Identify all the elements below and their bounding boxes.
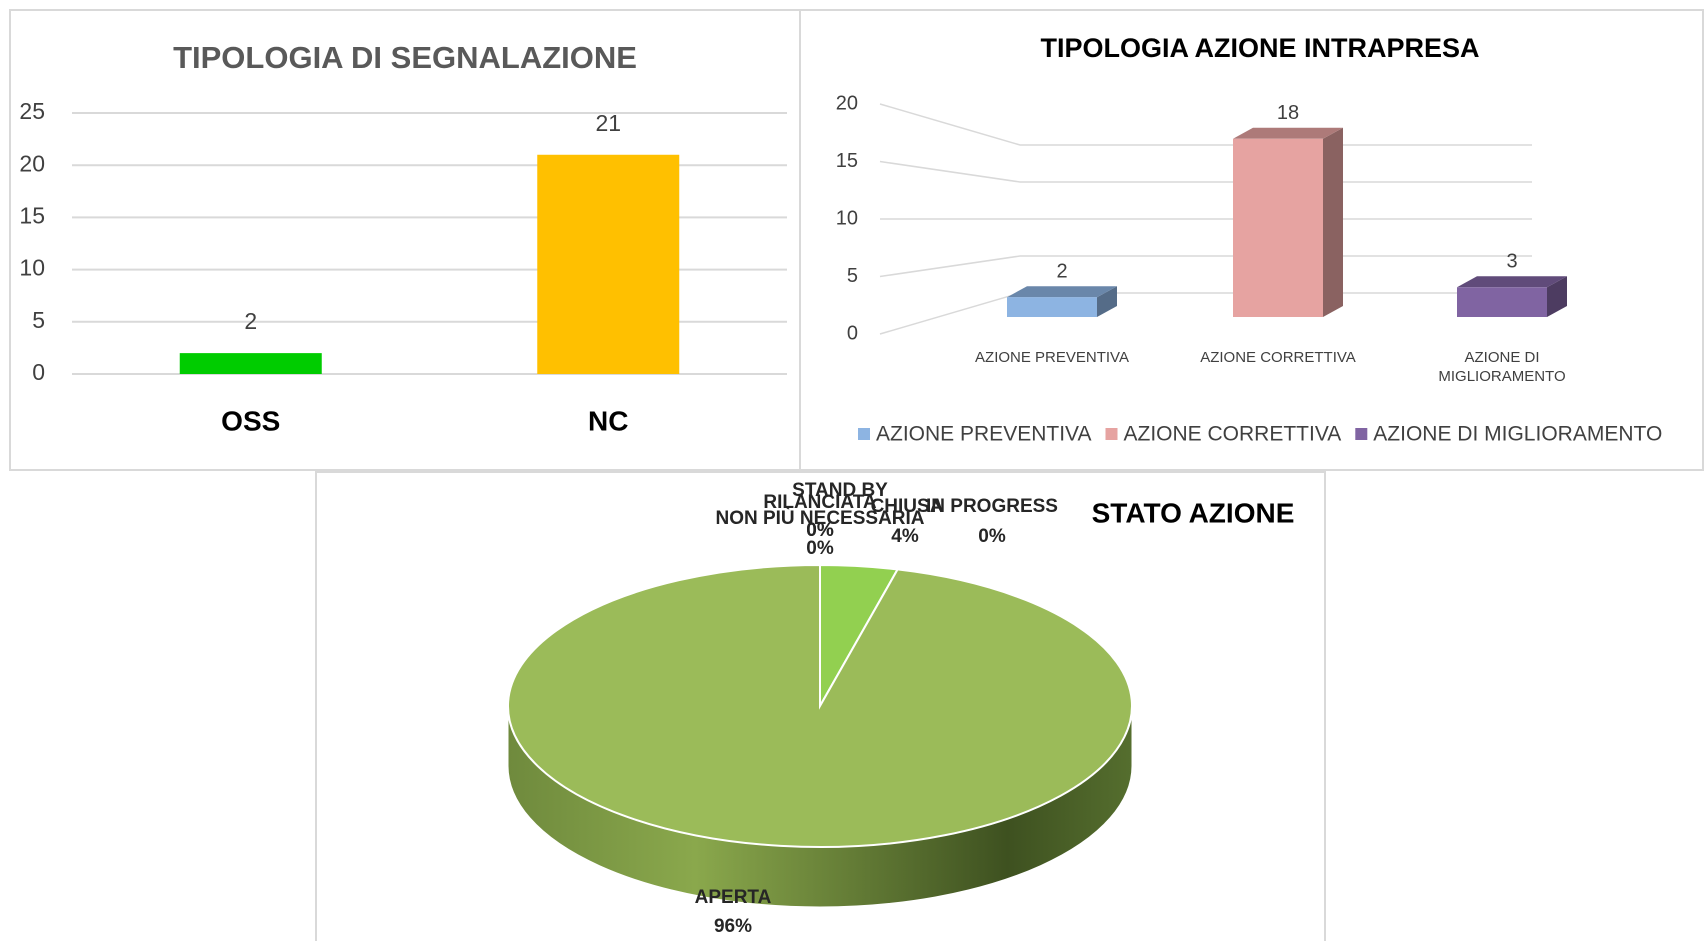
legend-label: AZIONE PREVENTIVA xyxy=(876,423,1092,446)
chart-title: STATO AZIONE xyxy=(1092,497,1295,528)
pie-label: APERTA xyxy=(695,887,772,908)
bar-top xyxy=(1457,276,1567,288)
grid-line xyxy=(879,103,1532,146)
pie-label: RILANCIATA xyxy=(763,492,877,513)
pie-label: IN PROGRESS xyxy=(926,496,1058,517)
y-tick-label: 20 xyxy=(836,92,858,114)
y-tick-label: 15 xyxy=(19,202,45,228)
pie-value: 96% xyxy=(714,916,752,937)
grid-line xyxy=(879,255,1532,278)
bar-top xyxy=(1007,286,1117,298)
y-tick-label: 10 xyxy=(19,255,45,281)
bar xyxy=(1007,297,1097,317)
bar-side xyxy=(1323,127,1343,317)
x-tick-label: AZIONE CORRETTIVA xyxy=(1200,349,1356,366)
data-label: 3 xyxy=(1506,251,1517,273)
bar-side xyxy=(1097,286,1117,317)
bar-side xyxy=(1547,276,1567,317)
y-tick-label: 10 xyxy=(836,207,858,229)
x-tick-label: NC xyxy=(588,405,628,436)
y-tick-label: 5 xyxy=(32,307,45,333)
data-label: 2 xyxy=(1056,260,1067,282)
pie-value: 0% xyxy=(806,520,834,541)
panel xyxy=(9,9,801,471)
chart-title: TIPOLOGIA DI SEGNALAZIONE xyxy=(173,40,637,75)
x-tick-label: AZIONE PREVENTIVA xyxy=(975,349,1129,366)
legend-swatch xyxy=(1355,428,1368,440)
y-tick-label: 25 xyxy=(19,98,45,124)
pie-value: 4% xyxy=(891,526,919,547)
x-tick-label: OSS xyxy=(221,405,280,436)
data-label: 21 xyxy=(595,110,621,136)
pie-label: STAND BY xyxy=(792,480,888,501)
bar xyxy=(179,353,322,374)
pie-label: NON PIÙ NECESSARIA xyxy=(715,507,924,529)
legend-swatch xyxy=(1105,428,1118,440)
y-tick-label: 20 xyxy=(19,150,45,176)
x-tick-label: AZIONE DI MIGLIORAMENTO xyxy=(1438,349,1566,385)
bar-top xyxy=(1233,127,1343,139)
pie-value: 0% xyxy=(978,526,1006,547)
y-tick-label: 0 xyxy=(847,322,858,344)
legend-label: AZIONE CORRETTIVA xyxy=(1124,423,1342,446)
chart-title: TIPOLOGIA AZIONE INTRAPRESA xyxy=(1040,33,1479,63)
y-tick-label: 15 xyxy=(836,150,858,172)
legend-swatch xyxy=(858,428,870,440)
data-label: 2 xyxy=(244,308,257,334)
pie-value: 0% xyxy=(806,520,834,541)
bar xyxy=(1233,138,1323,317)
y-tick-label: 5 xyxy=(847,265,858,287)
pie-label: CHIUSA xyxy=(871,496,944,517)
grid-line xyxy=(879,160,1532,183)
y-tick-label: 0 xyxy=(32,359,45,385)
data-label: 18 xyxy=(1277,102,1299,124)
pie-value: 0% xyxy=(806,538,834,559)
bar xyxy=(537,154,680,374)
bar xyxy=(1457,287,1547,317)
legend-label: AZIONE DI MIGLIORAMENTO xyxy=(1373,423,1662,446)
